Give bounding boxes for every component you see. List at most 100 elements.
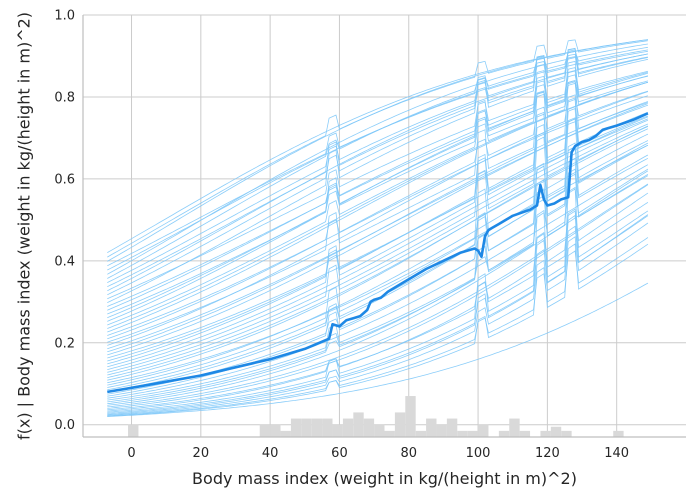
ice-line-22 [107,144,649,384]
histogram-bar-8 [332,424,343,437]
histogram-bar-5 [301,418,312,437]
x-tick-label: 100 [466,446,491,461]
ice-line-18 [107,142,649,393]
histogram-bar-3 [280,430,291,437]
ice-line-23 [107,125,649,381]
ice-line-39 [107,81,649,333]
ice-line-40 [107,81,649,329]
histogram-bar-29 [613,430,624,437]
ice-line-37 [107,90,649,340]
histogram-bar-16 [415,430,427,437]
x-tick-label: 80 [400,446,417,461]
x-tick-label: 40 [262,446,279,461]
histogram-bar-13 [384,430,395,437]
ice-line-24 [107,128,649,379]
ice-line-46 [107,75,648,307]
ice-line-16 [107,142,649,397]
ice-line-6 [107,186,649,413]
histogram-bar-7 [322,418,333,437]
y-tick-label: 0.8 [54,90,75,105]
ice-line-52 [107,53,648,283]
ice-line-25 [107,108,649,376]
ice-line-35 [107,91,649,346]
ice-line-38 [107,95,649,336]
histogram-bar-9 [342,418,354,437]
histogram-bar-11 [363,418,375,437]
histogram-bar-1 [259,424,271,437]
ice-line-13 [107,173,649,403]
ice-line-27 [107,119,649,370]
ice-line-14 [107,157,649,401]
ice-line-45 [107,72,648,311]
ice-line-48 [107,67,648,300]
x-tick-label: 20 [193,446,210,461]
histogram-bar-22 [478,424,489,437]
ice-line-34 [107,104,649,350]
ice-line-44 [107,80,649,315]
x-tick-label: 140 [604,446,629,461]
ice-line-10 [107,183,649,408]
histogram-bar-24 [509,418,520,437]
ice-line-30 [107,115,649,362]
ice-lines [107,39,649,417]
ice-line-1 [107,243,649,417]
ice-line-56 [107,49,648,267]
ice-line-47 [107,47,648,303]
ice-line-0 [107,282,649,417]
axes [82,15,686,438]
histogram-bar-6 [311,418,323,437]
histogram-bar-18 [436,424,447,437]
ice-line-26 [107,123,649,373]
histogram-bar-21 [467,430,479,437]
histogram-bar-14 [394,412,406,437]
ice-line-20 [107,118,649,388]
x-tick-labels: 0 20 40 60 80 100 120 140 [127,446,629,461]
histogram-bar-10 [353,412,364,437]
ice-line-3 [107,222,649,416]
y-tick-labels: 0.0 0.2 0.4 0.6 0.8 1.0 [54,9,75,434]
histogram-bar-28 [561,430,572,437]
ice-line-4 [107,214,649,415]
ice-line-12 [107,168,649,405]
histogram-bar-4 [290,418,302,437]
y-tick-label: 1.0 [54,9,75,24]
ice-line-59 [107,39,648,253]
histogram-bar-20 [457,430,468,437]
y-tick-label: 0.0 [54,418,75,433]
y-tick-label: 0.2 [54,336,75,351]
ice-line-28 [107,98,649,368]
histogram-bar-19 [446,418,458,437]
histogram-bar-25 [519,430,531,437]
ice-line-2 [107,237,649,417]
ice-line-36 [107,79,649,343]
ice-line-50 [107,53,648,292]
ice-line-8 [107,202,649,411]
ice-line-49 [107,56,648,296]
y-tick-label: 0.6 [54,172,75,187]
ice-line-15 [107,164,649,399]
histogram-bar-26 [540,430,551,437]
x-tick-label: 120 [535,446,560,461]
ice-line-9 [107,184,649,409]
ice-line-43 [107,70,648,319]
histogram-bar-27 [550,426,562,437]
ice-line-58 [107,39,648,258]
x-tick-label: 60 [331,446,348,461]
histogram [128,396,624,437]
y-tick-label: 0.4 [54,254,75,269]
ice-line-31 [107,118,649,359]
ice-line-51 [107,48,648,288]
y-axis-label: f(x) | Body mass index (weight in kg/(he… [15,12,34,440]
mean-line [107,112,649,394]
x-axis-label: Body mass index (weight in kg/(height in… [192,469,577,488]
ice-line-21 [107,133,649,386]
mean-line-layer [107,112,649,394]
histogram-bar-23 [498,430,510,437]
histogram-bar-0 [128,424,139,437]
histogram-bar-2 [270,424,281,437]
histogram-bar-15 [405,396,416,437]
histogram-bar-17 [426,418,437,437]
ice-line-41 [107,81,649,326]
ice-line-5 [107,215,649,414]
